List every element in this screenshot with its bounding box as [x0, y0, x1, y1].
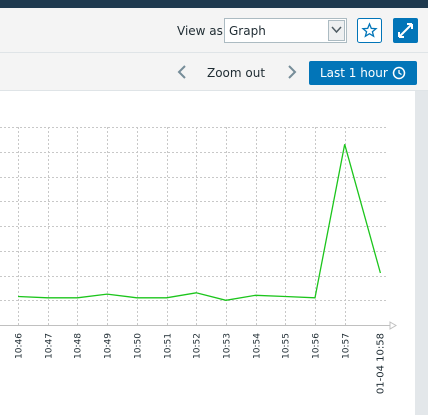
x-tick-label: 10:49: [104, 333, 114, 359]
x-tick-label: 10:52: [193, 333, 203, 359]
select-box[interactable]: [224, 18, 347, 43]
star-icon[interactable]: [361, 22, 378, 38]
x-tick-label: 10:46: [15, 333, 25, 359]
view-as-select[interactable]: Graph: [224, 18, 347, 43]
x-tick-label: 10:47: [45, 333, 55, 359]
x-tick-label: 10:56: [312, 333, 322, 359]
fullscreen-button[interactable]: [393, 18, 418, 43]
data-line: [17, 144, 382, 301]
x-tick-label: 10:48: [74, 333, 84, 359]
clock-hands[interactable]: [398, 70, 402, 76]
x-tick-label: 10:54: [253, 333, 263, 359]
time-button[interactable]: Last 1 hour: [309, 61, 417, 85]
top-bar: [0, 0, 428, 8]
button-frame[interactable]: [357, 18, 382, 43]
expand-icon[interactable]: [398, 23, 413, 38]
x-tick-label: 10:57: [342, 333, 352, 359]
x-tick-label: 01-04 10:58: [376, 333, 387, 394]
axis-arrow: [389, 321, 397, 330]
time-button-label[interactable]: Last 1 hour: [320, 66, 388, 80]
scroll-strip: [415, 91, 428, 415]
next-arrow[interactable]: [288, 65, 297, 79]
x-tick-label: 10:50: [134, 333, 144, 359]
clock-icon[interactable]: [392, 66, 406, 80]
x-tick-label: 10:55: [282, 333, 292, 359]
x-tick-label: 10:51: [164, 333, 174, 359]
view-as-label: View as: [177, 24, 223, 38]
zoom-out[interactable]: Zoom out: [207, 66, 265, 80]
prev-arrow[interactable]: [177, 65, 186, 79]
x-tick-label: 10:53: [223, 333, 233, 359]
select-arrow[interactable]: [331, 26, 342, 34]
select-value[interactable]: Graph: [229, 24, 266, 38]
select-arrow-box[interactable]: [328, 20, 345, 41]
favorite-button[interactable]: [357, 18, 382, 43]
button-frame[interactable]: [309, 61, 417, 85]
graph-area: [0, 91, 415, 415]
